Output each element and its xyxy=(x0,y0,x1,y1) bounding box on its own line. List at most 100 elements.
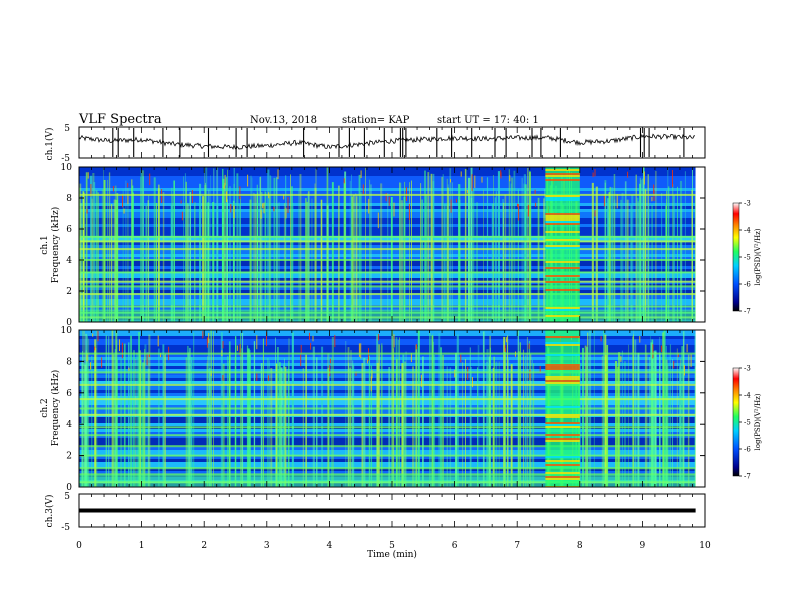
burst-row xyxy=(545,440,580,442)
spectrogram-speckle xyxy=(222,375,224,381)
spectrogram-row xyxy=(79,462,696,465)
spectrogram-streak xyxy=(370,365,373,487)
ytick-label: 6 xyxy=(66,389,72,399)
spectrogram-band xyxy=(79,235,696,238)
spectrogram-speckle xyxy=(157,335,159,347)
spectrogram-streak xyxy=(399,182,401,322)
spectrogram-streak xyxy=(95,190,98,322)
spectrogram-streak xyxy=(236,173,239,322)
spectrogram-streak xyxy=(665,205,667,322)
spectrogram-streak xyxy=(518,351,521,487)
spectrogram-row xyxy=(79,381,696,384)
spectrogram-row xyxy=(79,354,696,357)
spectrogram-streak xyxy=(673,194,675,322)
spectrogram-streak xyxy=(652,357,654,487)
spectrogram-streak xyxy=(267,357,269,487)
burst-row xyxy=(545,422,580,424)
spectrogram-streak xyxy=(352,364,355,487)
spectrogram-streak xyxy=(158,348,160,487)
spectrogram-streak xyxy=(223,183,226,322)
spectrogram-row xyxy=(79,459,696,462)
spectrogram-speckle xyxy=(460,354,462,363)
spectrogram-speckle xyxy=(127,193,129,204)
spectrogram-row xyxy=(79,173,696,176)
ch1-waveform-panel: 5 -5 ch.1(V) xyxy=(44,124,706,164)
spectrogram-streak xyxy=(122,189,124,322)
spectrogram-streak xyxy=(80,203,82,322)
spectrogram-streak xyxy=(469,347,471,487)
spectrogram-speckle xyxy=(366,359,368,364)
spectrogram-streak xyxy=(144,349,146,487)
spectrogram-streak xyxy=(229,186,231,322)
burst-row xyxy=(545,424,580,426)
colorbar-tick-label: -5 xyxy=(744,419,751,427)
spectrogram-speckle xyxy=(471,174,473,192)
spectrogram-row xyxy=(79,170,696,173)
spectrogram-streak xyxy=(241,348,243,487)
spectrogram-lf-band xyxy=(79,474,696,487)
ch1-spec-ylabel: ch.1 xyxy=(40,235,50,254)
spectrogram-streak xyxy=(527,168,529,322)
spectrogram-speckle xyxy=(504,345,506,352)
colorbar-tick-label: -5 xyxy=(744,254,751,262)
spectrogram-speckle xyxy=(149,173,151,186)
spectrogram-streak xyxy=(524,184,527,322)
spectrogram-row xyxy=(79,212,696,215)
spectrogram-streak xyxy=(187,204,189,322)
burst-row xyxy=(545,368,580,370)
spectrogram-streak xyxy=(462,362,464,487)
spectrogram-streak xyxy=(199,183,202,322)
spectrogram-speckle xyxy=(509,175,511,182)
spectrogram-streak xyxy=(508,169,510,322)
spectrogram-row xyxy=(79,242,696,245)
spectrogram-streak xyxy=(632,336,634,487)
spectrogram-streak xyxy=(646,352,648,487)
spectrogram-row xyxy=(79,369,696,372)
spectrogram-streak xyxy=(440,347,442,487)
spectrogram-streak xyxy=(694,333,697,487)
spectrogram-streak xyxy=(533,363,535,487)
ytick-label: 10 xyxy=(61,163,73,173)
spectrogram-row xyxy=(79,390,696,393)
spectrogram-streak xyxy=(606,359,608,487)
spectrogram-row xyxy=(79,224,696,227)
burst-row xyxy=(545,315,580,317)
spectrogram-speckle xyxy=(223,185,225,189)
spectrogram-speckle xyxy=(466,190,468,194)
spectrogram-streak xyxy=(268,360,270,487)
spectrogram-streak xyxy=(465,359,466,487)
colorbar-tick-label: -6 xyxy=(744,281,751,289)
spectrogram-speckle xyxy=(385,193,387,202)
spectrogram-row xyxy=(79,417,696,420)
spectrogram-streak xyxy=(655,170,657,322)
colorbar-tick-label: -7 xyxy=(744,473,751,481)
burst-row xyxy=(545,309,580,311)
burst-row xyxy=(545,217,580,219)
spectrogram-row xyxy=(79,278,696,281)
spectrogram-streak xyxy=(458,184,461,322)
burst-row xyxy=(545,336,580,338)
spectrogram-streak xyxy=(634,339,637,487)
spectrogram-streak xyxy=(667,168,669,322)
burst-row xyxy=(545,231,580,233)
spectrogram-streak xyxy=(648,357,650,487)
spectrogram-streak xyxy=(254,194,257,322)
spectrogram-streak xyxy=(446,204,448,322)
spectrogram-streak xyxy=(249,354,251,487)
spectrogram-streak xyxy=(83,363,85,487)
spectrogram-streak xyxy=(493,356,495,487)
spectrogram-streak xyxy=(326,167,329,322)
spectrogram-streak xyxy=(365,168,366,322)
spectrogram-streak xyxy=(186,202,189,322)
ytick-label: 0 xyxy=(66,483,72,493)
spectrogram-streak xyxy=(188,347,191,487)
ch3-ytick-bottom: -5 xyxy=(61,523,70,533)
ch3-ylabel: ch.3(V) xyxy=(44,495,55,528)
spectrogram-streak xyxy=(399,182,402,322)
spectrogram-row xyxy=(79,453,696,456)
spectrogram-band xyxy=(79,305,696,308)
spectrogram-streak xyxy=(103,167,104,322)
spectrogram-speckle xyxy=(226,191,228,202)
spectrogram-row xyxy=(79,197,696,200)
spectrogram-streak xyxy=(621,192,624,322)
